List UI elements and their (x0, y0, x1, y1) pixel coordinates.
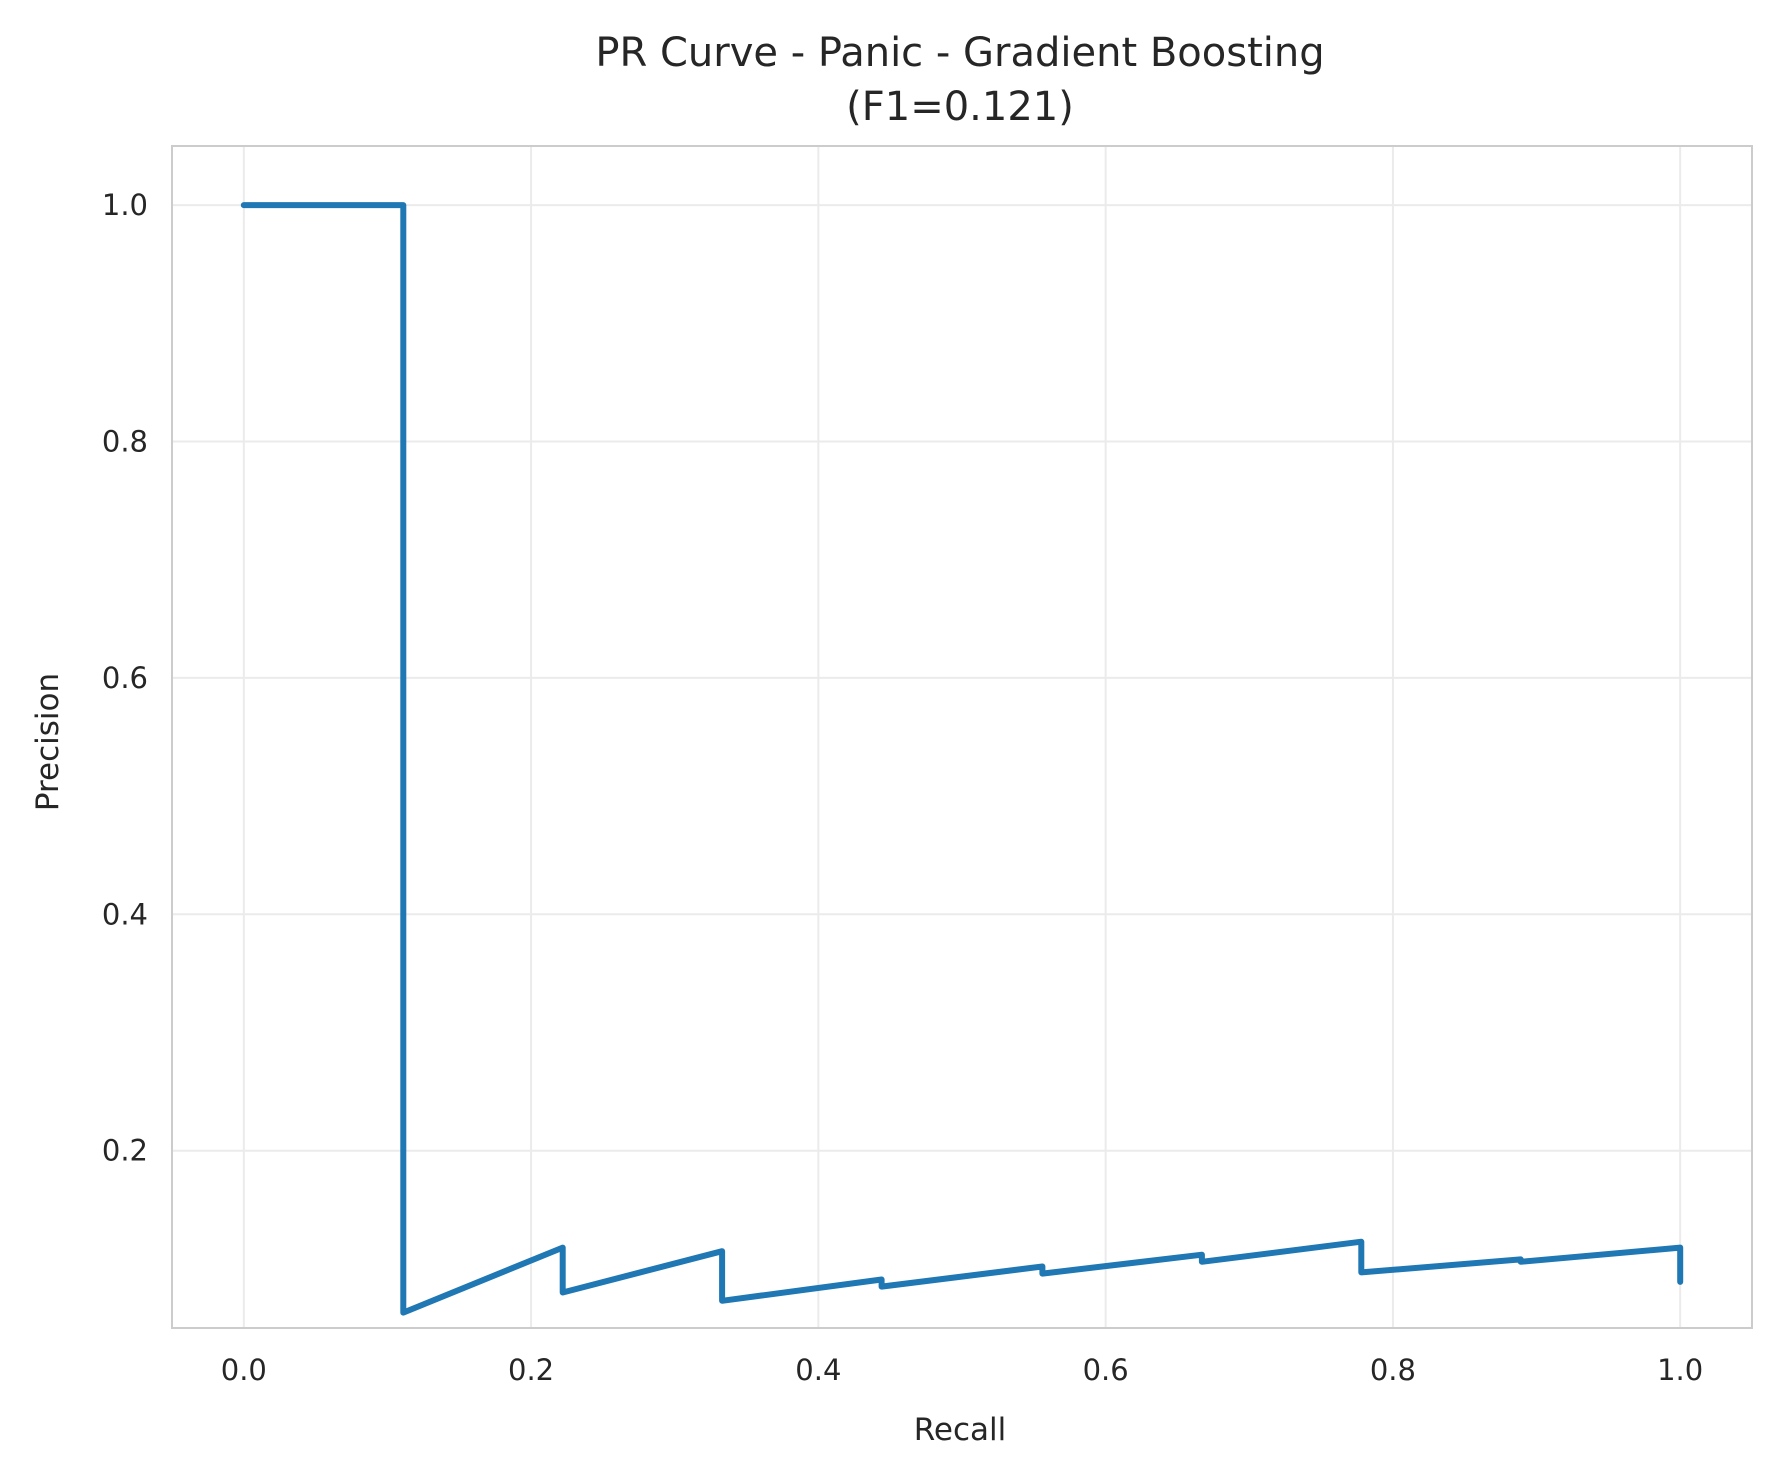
y-tick-labels: 0.2 0.4 0.6 0.8 1.0 (102, 188, 148, 1168)
plot-frame (171, 145, 1753, 1329)
chart-subtitle: (F1=0.121) (846, 84, 1074, 130)
x-tick-label: 0.6 (1083, 1353, 1129, 1387)
y-tick-label: 0.6 (102, 661, 148, 695)
y-tick-label: 1.0 (102, 188, 148, 222)
y-tick-label: 0.4 (102, 897, 148, 931)
pr-curve (240, 202, 1684, 1316)
x-tick-labels: 0.0 0.2 0.4 0.6 0.8 1.0 (221, 1353, 1703, 1387)
x-tick-label: 0.4 (795, 1353, 841, 1387)
chart-title: PR Curve - Panic - Gradient Boosting (595, 30, 1324, 76)
y-tick-label: 0.2 (102, 1134, 148, 1168)
y-tick-label: 0.8 (102, 425, 148, 459)
x-tick-label: 0.2 (508, 1353, 554, 1387)
grid-lines (172, 146, 1752, 1328)
x-tick-label: 0.0 (221, 1353, 267, 1387)
pr-curve-line (240, 202, 1684, 1316)
x-axis-label: Recall (914, 1412, 1007, 1448)
y-axis-label: Precision (30, 673, 66, 811)
x-tick-label: 1.0 (1657, 1353, 1703, 1387)
x-tick-label: 0.8 (1370, 1353, 1416, 1387)
